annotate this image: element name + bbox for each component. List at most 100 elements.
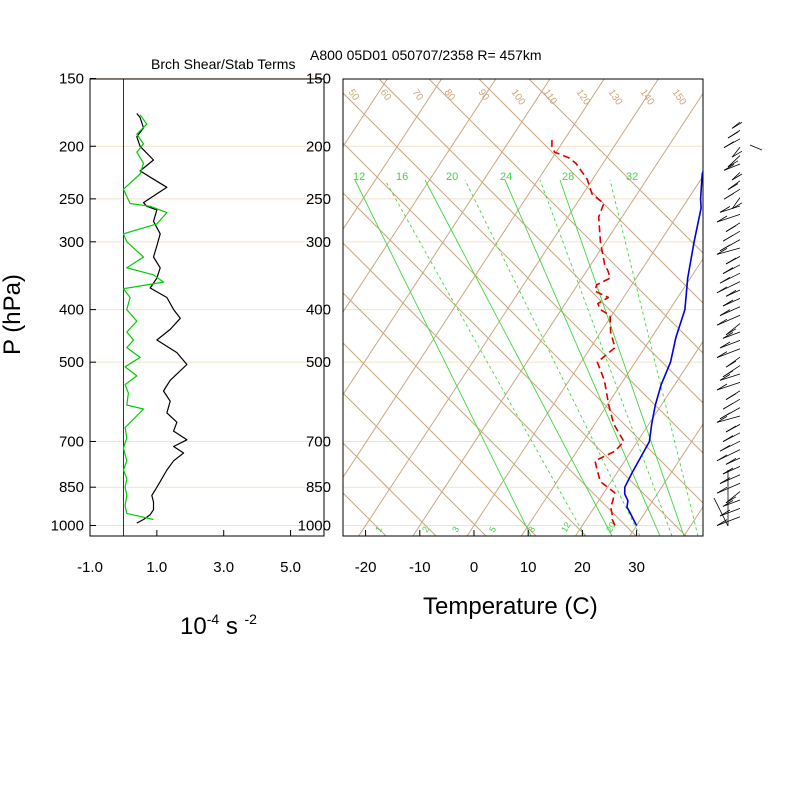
skewt-x-tick-label: 20: [574, 559, 591, 576]
wind-barb-flag: [719, 341, 731, 349]
mixing-ratio-line: [559, 179, 685, 536]
wind-barb-flag: [731, 150, 743, 158]
wind-barb-flag: [716, 215, 728, 223]
mixing-ratio-line: [504, 179, 661, 536]
mixing-ratio-top-label: 28: [562, 171, 574, 183]
skewt-y-tick-label: 150: [306, 71, 331, 88]
left-y-tick-label: 200: [59, 138, 84, 155]
right-chart-title: A800 05D01 050707/2358 R= 457km: [310, 47, 542, 63]
wind-barb-flag: [725, 225, 737, 232]
adiabat-line: [378, 79, 703, 404]
wind-barb-flag: [722, 370, 734, 378]
skewt-y-tick-label: 850: [306, 479, 331, 496]
mixing-ratio-bottom-label: 12: [559, 520, 573, 534]
adiabat-line: [478, 79, 703, 304]
isotherm-line: [0, 79, 279, 537]
adiabat-line: [343, 142, 703, 504]
left-x-axis-label: 10-4 s -2: [180, 611, 257, 640]
adiabat-line: [343, 292, 587, 536]
isotherm-line: [520, 257, 703, 536]
wind-barb: [716, 214, 741, 223]
skewt-x-tick-label: 30: [628, 559, 645, 576]
wind-barb: [719, 306, 741, 316]
wind-barb-flag: [727, 131, 739, 139]
temperature-profile-line: [623, 168, 703, 526]
isotherm-line: [629, 423, 703, 536]
y-axis-label: P (hPa): [0, 274, 26, 355]
wind-barb: [722, 331, 741, 339]
skewt-y-ticks: 150 200 250 300 400 500 700 850 1000: [298, 71, 331, 535]
wind-barb-flag: [723, 164, 735, 171]
skewt-x-tick-label: -20: [355, 559, 377, 576]
isotherm-line: [343, 79, 605, 479]
wind-barb-flag: [722, 435, 734, 442]
adiabat-line: [528, 79, 703, 254]
adiabat-line: [0, 73, 336, 536]
wind-barb: [716, 382, 741, 391]
wind-barb-flag: [716, 454, 728, 462]
wind-barb-flag: [727, 160, 739, 168]
wind-barb-flag: [716, 286, 728, 294]
mixing-ratio-line: [424, 179, 613, 536]
mixing-ratio-bottom-label: 8: [526, 525, 537, 534]
isotherm-line: [412, 92, 703, 536]
wind-barb-flag: [716, 351, 728, 358]
wind-barbs: [713, 121, 763, 527]
grid-top-label: 130: [606, 87, 625, 107]
left-y-tick-label: 850: [59, 479, 84, 496]
mixing-ratio-bottom-label: 3: [450, 525, 461, 534]
wind-barb-flag: [719, 309, 731, 316]
skewt-y-tick-label: 500: [306, 354, 331, 371]
wind-barb-flag: [725, 425, 737, 433]
skewt-x-tick-label: -10: [409, 559, 431, 576]
wind-barb-flag: [719, 477, 731, 484]
wind-barb-flag: [716, 416, 728, 423]
left-y-tick-label: 400: [59, 302, 84, 319]
skewt-y-tick-label: 1000: [298, 518, 331, 535]
isotherm-line: [683, 505, 703, 536]
wind-barb: [716, 415, 741, 423]
wind-barb: [727, 155, 741, 168]
wind-barb: [716, 348, 741, 358]
wind-barb-flag: [725, 328, 737, 336]
skewt-y-tick-label: 700: [306, 433, 331, 450]
wind-barb: [719, 373, 741, 381]
left-panel-frame: [89, 78, 325, 537]
adiabat-line: [343, 342, 537, 536]
wind-barb: [719, 205, 741, 213]
mixing-ratio-top-label: 32: [626, 171, 638, 183]
mixing-ratio-line: [384, 179, 586, 536]
skewt-y-tick-label: 250: [306, 191, 331, 208]
left-x-tick-label: 1.0: [146, 559, 167, 576]
left-y-tick-label: 250: [59, 191, 84, 208]
mixing-ratio-top-label: 16: [396, 171, 408, 183]
skewt-x-tick-label: 10: [520, 559, 537, 576]
wind-barb: [716, 314, 741, 326]
isotherm-line: [792, 79, 800, 537]
mixing-ratio-line: [464, 179, 641, 536]
skewt-background-grid: [0, 73, 800, 537]
skewt-y-tick-label: 200: [306, 138, 331, 155]
left-y-tick-label: 500: [59, 354, 84, 371]
wind-barb: [719, 508, 741, 517]
stability-series-line: [122, 114, 168, 521]
wind-barb-flag: [725, 257, 737, 265]
left-y-tick-label: 150: [59, 71, 84, 88]
wind-barb: [716, 482, 741, 494]
left-y-tick-label: 700: [59, 433, 84, 450]
grid-top-label: 80: [442, 87, 458, 103]
wind-barb: [719, 474, 741, 484]
unit-exp-2: -2: [245, 611, 258, 627]
left-panel-x-ticks: -1.0 1.0 3.0 5.0: [77, 79, 301, 576]
left-panel-y-ticks: 150 200 250 300 400 500 700 850 1000: [51, 71, 96, 535]
unit-base: 10: [180, 613, 207, 640]
unit-exp-1: -4: [207, 611, 220, 627]
left-x-tick-label: -1.0: [77, 559, 103, 576]
skewt-x-tick-label: 0: [470, 559, 478, 576]
wind-barb: [716, 516, 741, 526]
left-panel-isobars: [90, 78, 324, 526]
skewt-y-tick-label: 400: [306, 302, 331, 319]
wind-barb: [719, 340, 741, 349]
mixing-ratio-top-label: 24: [500, 171, 512, 183]
